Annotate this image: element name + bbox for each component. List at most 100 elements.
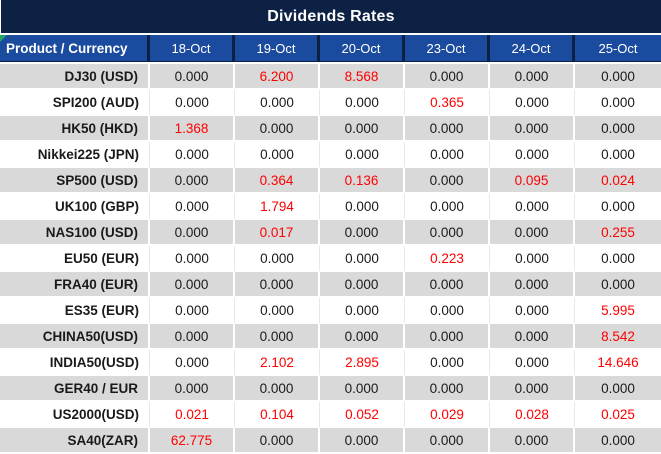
value-cell[interactable]: 0.000 (150, 376, 235, 402)
product-cell[interactable]: SA40(ZAR) (0, 428, 150, 454)
value-cell[interactable]: 0.000 (150, 246, 235, 272)
value-cell[interactable]: 0.000 (235, 116, 320, 142)
value-cell[interactable]: 0.000 (575, 142, 661, 168)
value-cell[interactable]: 0.028 (490, 402, 575, 428)
product-cell[interactable]: HK50 (HKD) (0, 116, 150, 142)
value-cell[interactable]: 0.000 (320, 220, 405, 246)
value-cell[interactable]: 0.000 (405, 428, 490, 454)
value-cell[interactable]: 8.542 (575, 324, 661, 350)
value-cell[interactable]: 0.000 (405, 168, 490, 194)
value-cell[interactable]: 8.568 (320, 62, 405, 90)
value-cell[interactable]: 0.000 (150, 350, 235, 376)
value-cell[interactable]: 0.095 (490, 168, 575, 194)
value-cell[interactable]: 0.000 (490, 90, 575, 116)
value-cell[interactable]: 0.223 (405, 246, 490, 272)
product-currency-header[interactable]: Product / Currency (0, 35, 150, 62)
value-cell[interactable]: 0.000 (490, 246, 575, 272)
value-cell[interactable]: 0.000 (490, 62, 575, 90)
value-cell[interactable]: 0.136 (320, 168, 405, 194)
value-cell[interactable]: 0.000 (575, 194, 661, 220)
value-cell[interactable]: 0.000 (235, 272, 320, 298)
date-column-header[interactable]: 19-Oct (235, 35, 320, 62)
value-cell[interactable]: 0.000 (405, 376, 490, 402)
value-cell[interactable]: 5.995 (575, 298, 661, 324)
value-cell[interactable]: 0.000 (405, 298, 490, 324)
value-cell[interactable]: 0.000 (490, 272, 575, 298)
value-cell[interactable]: 0.000 (150, 142, 235, 168)
value-cell[interactable]: 0.000 (490, 428, 575, 454)
value-cell[interactable]: 0.000 (320, 428, 405, 454)
value-cell[interactable]: 0.021 (150, 402, 235, 428)
value-cell[interactable]: 0.000 (575, 62, 661, 90)
value-cell[interactable]: 0.000 (405, 272, 490, 298)
value-cell[interactable]: 0.000 (490, 194, 575, 220)
value-cell[interactable]: 0.000 (405, 194, 490, 220)
value-cell[interactable]: 1.794 (235, 194, 320, 220)
value-cell[interactable]: 2.102 (235, 350, 320, 376)
value-cell[interactable]: 0.000 (150, 298, 235, 324)
value-cell[interactable]: 0.000 (150, 194, 235, 220)
value-cell[interactable]: 0.000 (150, 220, 235, 246)
value-cell[interactable]: 0.000 (235, 428, 320, 454)
date-column-header[interactable]: 25-Oct (575, 35, 661, 62)
value-cell[interactable]: 0.255 (575, 220, 661, 246)
value-cell[interactable]: 0.000 (490, 350, 575, 376)
value-cell[interactable]: 0.052 (320, 402, 405, 428)
product-cell[interactable]: DJ30 (USD) (0, 62, 150, 90)
value-cell[interactable]: 0.000 (575, 272, 661, 298)
value-cell[interactable]: 0.000 (405, 116, 490, 142)
product-cell[interactable]: CHINA50(USD) (0, 324, 150, 350)
value-cell[interactable]: 0.000 (405, 62, 490, 90)
product-cell[interactable]: US2000(USD) (0, 402, 150, 428)
value-cell[interactable]: 0.000 (150, 90, 235, 116)
product-cell[interactable]: GER40 / EUR (0, 376, 150, 402)
date-column-header[interactable]: 18-Oct (150, 35, 235, 62)
value-cell[interactable]: 0.017 (235, 220, 320, 246)
value-cell[interactable]: 0.000 (320, 90, 405, 116)
product-cell[interactable]: ES35 (EUR) (0, 298, 150, 324)
value-cell[interactable]: 0.000 (150, 62, 235, 90)
value-cell[interactable]: 0.000 (405, 350, 490, 376)
product-cell[interactable]: EU50 (EUR) (0, 246, 150, 272)
value-cell[interactable]: 14.646 (575, 350, 661, 376)
value-cell[interactable]: 0.029 (405, 402, 490, 428)
product-cell[interactable]: FRA40 (EUR) (0, 272, 150, 298)
value-cell[interactable]: 2.895 (320, 350, 405, 376)
product-cell[interactable]: UK100 (GBP) (0, 194, 150, 220)
value-cell[interactable]: 0.025 (575, 402, 661, 428)
value-cell[interactable]: 0.000 (320, 272, 405, 298)
value-cell[interactable]: 0.000 (575, 90, 661, 116)
product-cell[interactable]: SP500 (USD) (0, 168, 150, 194)
product-cell[interactable]: Nikkei225 (JPN) (0, 142, 150, 168)
value-cell[interactable]: 0.000 (150, 324, 235, 350)
value-cell[interactable]: 0.000 (235, 142, 320, 168)
value-cell[interactable]: 0.000 (575, 116, 661, 142)
value-cell[interactable]: 0.000 (320, 142, 405, 168)
value-cell[interactable]: 0.000 (320, 298, 405, 324)
value-cell[interactable]: 62.775 (150, 428, 235, 454)
value-cell[interactable]: 6.200 (235, 62, 320, 90)
product-cell[interactable]: INDIA50(USD) (0, 350, 150, 376)
value-cell[interactable]: 0.000 (490, 324, 575, 350)
value-cell[interactable]: 0.000 (490, 116, 575, 142)
product-cell[interactable]: SPI200 (AUD) (0, 90, 150, 116)
value-cell[interactable]: 0.000 (320, 116, 405, 142)
value-cell[interactable]: 0.000 (320, 324, 405, 350)
date-column-header[interactable]: 24-Oct (490, 35, 575, 62)
value-cell[interactable]: 0.000 (235, 246, 320, 272)
value-cell[interactable]: 0.000 (490, 298, 575, 324)
value-cell[interactable]: 0.000 (405, 142, 490, 168)
value-cell[interactable]: 0.000 (235, 324, 320, 350)
value-cell[interactable]: 0.000 (575, 428, 661, 454)
value-cell[interactable]: 0.364 (235, 168, 320, 194)
value-cell[interactable]: 0.000 (405, 220, 490, 246)
value-cell[interactable]: 0.000 (490, 142, 575, 168)
value-cell[interactable]: 0.000 (235, 298, 320, 324)
value-cell[interactable]: 0.000 (490, 220, 575, 246)
value-cell[interactable]: 0.000 (490, 376, 575, 402)
value-cell[interactable]: 0.000 (235, 90, 320, 116)
value-cell[interactable]: 0.000 (320, 246, 405, 272)
value-cell[interactable]: 0.000 (150, 272, 235, 298)
date-column-header[interactable]: 20-Oct (320, 35, 405, 62)
value-cell[interactable]: 1.368 (150, 116, 235, 142)
